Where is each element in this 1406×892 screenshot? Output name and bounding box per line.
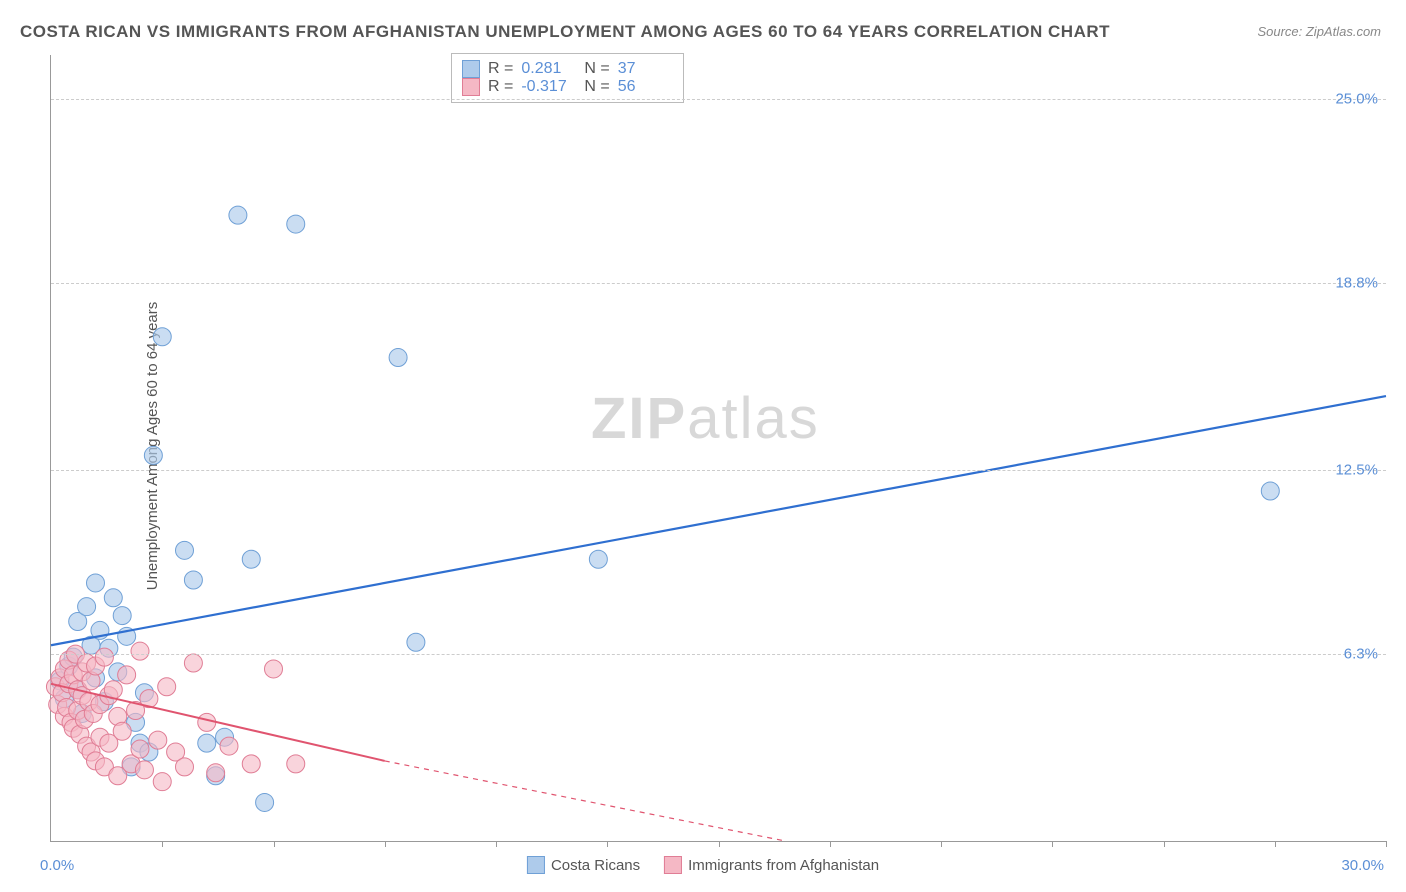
x-origin-label: 0.0% bbox=[40, 857, 74, 874]
data-point bbox=[135, 761, 153, 779]
x-tick bbox=[274, 841, 275, 847]
legend-item-1: Costa Ricans bbox=[527, 856, 640, 874]
data-point bbox=[153, 773, 171, 791]
data-point bbox=[78, 598, 96, 616]
x-tick bbox=[1164, 841, 1165, 847]
data-point bbox=[87, 574, 105, 592]
data-point bbox=[198, 713, 216, 731]
data-point bbox=[207, 764, 225, 782]
data-point bbox=[184, 571, 202, 589]
data-point bbox=[104, 589, 122, 607]
x-tick bbox=[1386, 841, 1387, 847]
data-point bbox=[1261, 482, 1279, 500]
plot-area: ZIPatlas R = 0.281 N = 37 R = -0.317 N =… bbox=[50, 55, 1386, 842]
legend-label-1: Costa Ricans bbox=[551, 857, 640, 874]
data-point bbox=[113, 607, 131, 625]
data-point bbox=[220, 737, 238, 755]
gridline bbox=[51, 470, 1386, 471]
gridline bbox=[51, 654, 1386, 655]
data-point bbox=[229, 206, 247, 224]
data-point bbox=[158, 678, 176, 696]
chart-title: COSTA RICAN VS IMMIGRANTS FROM AFGHANIST… bbox=[20, 22, 1110, 42]
regression-line bbox=[51, 396, 1386, 645]
x-tick bbox=[496, 841, 497, 847]
data-point bbox=[287, 215, 305, 233]
data-point bbox=[176, 541, 194, 559]
legend-swatch-2 bbox=[664, 856, 682, 874]
x-tick bbox=[1052, 841, 1053, 847]
y-tick-label: 18.8% bbox=[1335, 275, 1378, 292]
data-point bbox=[131, 642, 149, 660]
y-tick-label: 25.0% bbox=[1335, 91, 1378, 108]
legend-item-2: Immigrants from Afghanistan bbox=[664, 856, 879, 874]
gridline bbox=[51, 283, 1386, 284]
gridline bbox=[51, 99, 1386, 100]
chart-container: COSTA RICAN VS IMMIGRANTS FROM AFGHANIST… bbox=[0, 0, 1406, 892]
bottom-legend: Costa Ricans Immigrants from Afghanistan bbox=[527, 856, 879, 874]
chart-svg bbox=[51, 55, 1386, 841]
data-point bbox=[198, 734, 216, 752]
data-point bbox=[256, 793, 274, 811]
y-tick-label: 6.3% bbox=[1344, 646, 1378, 663]
x-tick bbox=[607, 841, 608, 847]
x-tick bbox=[385, 841, 386, 847]
x-tick bbox=[162, 841, 163, 847]
regression-extrapolation bbox=[385, 761, 786, 841]
x-tick bbox=[830, 841, 831, 847]
x-max-label: 30.0% bbox=[1341, 857, 1384, 874]
data-point bbox=[589, 550, 607, 568]
data-point bbox=[144, 446, 162, 464]
data-point bbox=[113, 722, 131, 740]
source-label: Source: ZipAtlas.com bbox=[1257, 24, 1381, 39]
data-point bbox=[184, 654, 202, 672]
data-point bbox=[95, 648, 113, 666]
data-point bbox=[407, 633, 425, 651]
data-point bbox=[131, 740, 149, 758]
y-tick-label: 12.5% bbox=[1335, 462, 1378, 479]
data-point bbox=[242, 550, 260, 568]
legend-swatch-1 bbox=[527, 856, 545, 874]
data-point bbox=[265, 660, 283, 678]
data-point bbox=[149, 731, 167, 749]
x-tick bbox=[941, 841, 942, 847]
legend-label-2: Immigrants from Afghanistan bbox=[688, 857, 879, 874]
x-tick bbox=[1275, 841, 1276, 847]
data-point bbox=[287, 755, 305, 773]
data-point bbox=[176, 758, 194, 776]
data-point bbox=[153, 328, 171, 346]
data-point bbox=[242, 755, 260, 773]
data-point bbox=[389, 349, 407, 367]
x-tick bbox=[719, 841, 720, 847]
regression-line bbox=[51, 684, 385, 761]
data-point bbox=[118, 666, 136, 684]
